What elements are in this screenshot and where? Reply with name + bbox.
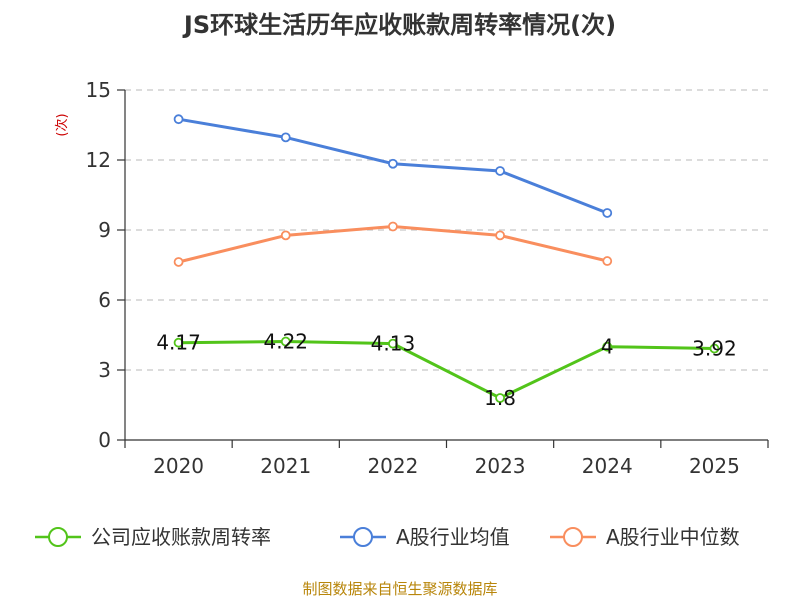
axes: 0 3 6 9 12 15 2020 2021 2022 2023 2024 2025 (86, 78, 769, 478)
chart-title: JS环球生活历年应收账款周转率情况(次) (182, 11, 616, 39)
data-labels: 4.17 4.22 4.13 1.8 4 3.92 (156, 330, 736, 410)
y-tick-label-0: 0 (98, 428, 111, 452)
y-tick-label-12: 12 (86, 148, 111, 172)
source-note: 制图数据来自恒生聚源数据库 (302, 580, 497, 598)
series-2-point-2023 (495, 230, 505, 241)
series-0-point-2021 (280, 336, 291, 347)
series-line-0 (178, 340, 715, 400)
legend-swatch-marker-0 (48, 527, 68, 547)
series-0-point-2024 (602, 341, 613, 352)
series-line-2 (178, 225, 608, 264)
series-2-point-2020 (173, 257, 184, 267)
series-1-point-2023 (495, 166, 505, 176)
y-tick-label-9: 9 (98, 218, 111, 242)
y-axis-unit-label: (次) (54, 113, 70, 136)
legend-swatch-marker-1 (353, 527, 373, 547)
data-label-2021: 4.22 (263, 330, 308, 354)
legend: 公司应收账款周转率 A股行业均值 A股行业中位数 (35, 525, 740, 549)
x-tick-label-2024: 2024 (582, 454, 633, 478)
data-label-2020: 4.17 (156, 331, 201, 355)
series-layer (173, 114, 720, 403)
series-0-point-2022 (388, 338, 398, 349)
data-label-2024: 4 (601, 335, 614, 359)
y-tick-label-6: 6 (98, 288, 111, 312)
series-1-point-2024 (602, 208, 613, 218)
data-label-2025: 3.92 (692, 337, 737, 361)
legend-label-1: A股行业均值 (396, 525, 510, 549)
series-1-point-2020 (173, 114, 184, 125)
series-0-point-2025 (709, 343, 720, 354)
series-0-point-2020 (173, 337, 184, 348)
series-1-point-2021 (280, 132, 291, 143)
x-tick-label-2022: 2022 (367, 454, 418, 478)
series-2-point-2022 (388, 221, 398, 232)
y-tick-label-3: 3 (98, 358, 111, 382)
series-2-point-2024 (602, 256, 613, 266)
x-tick-label-2023: 2023 (475, 454, 526, 478)
series-2-point-2021 (280, 230, 291, 241)
y-tick-label-15: 15 (86, 78, 111, 102)
series-0-point-2023 (495, 393, 505, 403)
data-label-2022: 4.13 (371, 332, 416, 356)
x-tick-label-2025: 2025 (689, 454, 740, 478)
legend-label-0: 公司应收账款周转率 (91, 525, 271, 549)
x-tick-label-2020: 2020 (153, 454, 204, 478)
series-1-point-2022 (388, 158, 398, 169)
legend-label-2: A股行业中位数 (606, 525, 740, 549)
legend-swatch-marker-2 (563, 527, 583, 547)
data-label-2023: 1.8 (484, 386, 516, 410)
x-tick-label-2021: 2021 (260, 454, 311, 478)
